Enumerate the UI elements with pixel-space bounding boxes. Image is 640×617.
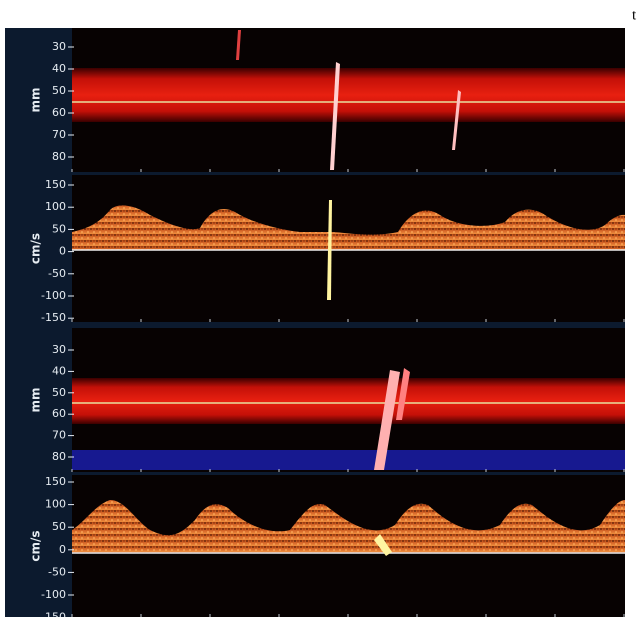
tick-label: -150 <box>41 311 66 324</box>
tick-label: 0 <box>59 543 66 556</box>
spectral-waveform <box>72 205 625 250</box>
tick-label: 30 <box>52 40 66 53</box>
tick-label: 40 <box>52 364 66 377</box>
spectral-waveform <box>72 500 625 553</box>
tick-label: 70 <box>52 128 66 141</box>
tick-label: 0 <box>59 245 66 258</box>
vessel-band <box>72 378 625 424</box>
tick-label: 50 <box>52 520 66 533</box>
tick-label: -50 <box>48 565 66 578</box>
tick-label: 100 <box>45 498 66 511</box>
tick-label: 40 <box>52 62 66 75</box>
tick-label: 80 <box>52 450 66 463</box>
axis-label: mm <box>29 87 43 112</box>
tick-label: 50 <box>52 84 66 97</box>
blue-band <box>72 450 625 470</box>
tick-label: 50 <box>52 222 66 235</box>
tick-label: -100 <box>41 588 66 601</box>
artifact <box>330 62 340 170</box>
artifact <box>327 200 332 300</box>
tick-label: 80 <box>52 150 66 163</box>
tick-label: 100 <box>45 200 66 213</box>
artifact <box>236 30 241 60</box>
axis-label: mm <box>29 387 43 412</box>
tick-label: 30 <box>52 343 66 356</box>
tick-label: 70 <box>52 429 66 442</box>
axis-label: cm/s <box>29 233 43 264</box>
tick-label: -100 <box>41 289 66 302</box>
tick-label: 150 <box>45 178 66 191</box>
axis-label: cm/s <box>29 530 43 561</box>
tick-label: 150 <box>45 475 66 488</box>
tick-label: -150 <box>41 611 66 617</box>
tick-label: 60 <box>52 407 66 420</box>
corner-text: t <box>632 7 637 23</box>
tick-label: 50 <box>52 386 66 399</box>
tick-label: 60 <box>52 106 66 119</box>
tick-label: -50 <box>48 267 66 280</box>
artifact <box>374 370 400 470</box>
vessel-band <box>72 68 625 122</box>
artifact <box>374 534 392 556</box>
artifact <box>452 90 461 150</box>
artifact <box>396 368 410 420</box>
axes: mm 30 40 50 60 70 80 cm/s 150 100 50 0 -50 -100 -150 mm… <box>29 40 625 617</box>
